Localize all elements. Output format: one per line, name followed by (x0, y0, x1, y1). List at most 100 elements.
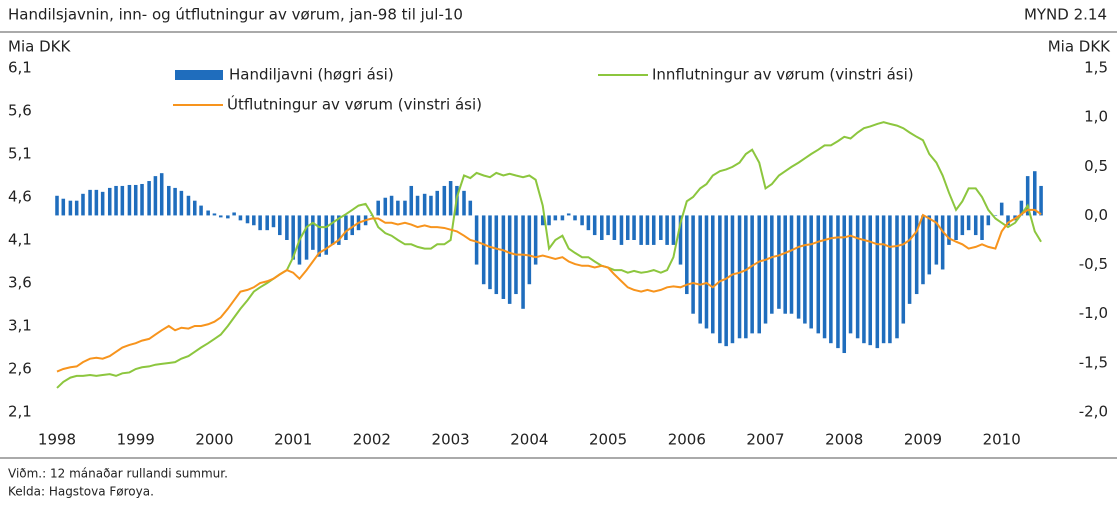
bar (285, 215, 289, 240)
bar (960, 215, 965, 236)
bar (724, 215, 728, 347)
bar (954, 215, 958, 240)
bar (993, 215, 998, 216)
bar (350, 215, 354, 236)
bar (1025, 176, 1030, 216)
y-tick-label: 2,6 (8, 360, 32, 378)
y2-tick-label: 1,5 (1084, 59, 1108, 77)
bar (875, 215, 880, 349)
bar (625, 215, 630, 240)
bar (777, 215, 781, 309)
bar (744, 215, 748, 339)
line-series (56, 208, 1042, 373)
bar (481, 215, 486, 285)
bar (685, 215, 689, 295)
bar (836, 215, 840, 349)
bar (632, 215, 636, 240)
bar (816, 215, 821, 334)
line-series (56, 121, 1042, 389)
bar (1039, 185, 1043, 216)
bar (757, 215, 761, 334)
bar (665, 215, 669, 245)
bar (521, 215, 525, 309)
y-axis-label: Mia DKK (8, 38, 71, 56)
bar (304, 215, 309, 260)
bar (829, 215, 833, 344)
bar (763, 215, 768, 324)
x-tick-label: 1998 (38, 431, 76, 449)
bar (265, 215, 269, 231)
bar (966, 215, 971, 231)
bar (462, 190, 466, 216)
bar (698, 215, 702, 324)
bar (639, 215, 643, 245)
bar (159, 173, 164, 216)
x-tick-label: 1999 (117, 431, 155, 449)
bar (330, 215, 335, 245)
x-tick-label: 2004 (510, 431, 548, 449)
y-tick-label: 3,1 (8, 317, 32, 335)
bar (278, 215, 282, 236)
y-tick-label: 4,6 (8, 188, 32, 206)
bar (533, 215, 538, 265)
bar (718, 215, 722, 344)
bar (888, 215, 892, 344)
bar (206, 210, 210, 216)
bar (527, 215, 532, 285)
bar (167, 185, 171, 216)
x-tick-label: 2010 (983, 431, 1021, 449)
bar (442, 185, 447, 216)
bar (553, 215, 558, 221)
x-tick-label: 2002 (353, 431, 391, 449)
bar (586, 215, 591, 231)
bar (592, 215, 597, 236)
bar (415, 195, 420, 216)
x-tick-label: 2001 (274, 431, 312, 449)
bar (383, 197, 388, 216)
bar (895, 215, 899, 339)
bar (252, 215, 256, 226)
bar (940, 215, 945, 270)
bar (606, 215, 610, 236)
bar (848, 215, 853, 334)
bar (212, 213, 217, 216)
y2-axis-label: Mia DKK (1048, 38, 1111, 56)
bar (651, 215, 656, 245)
y-tick-label: 6,1 (8, 59, 32, 77)
bar (868, 215, 873, 346)
bar (311, 215, 315, 250)
bar (691, 215, 695, 314)
bar (973, 215, 978, 236)
y-tick-label: 4,1 (8, 231, 32, 249)
bar (980, 215, 984, 240)
y2-tick-label: -0,5 (1079, 255, 1108, 273)
y2-tick-label: 0,5 (1084, 157, 1108, 175)
bar (179, 190, 184, 216)
x-tick-label: 2003 (432, 431, 470, 449)
bar (730, 215, 735, 344)
bar (74, 200, 79, 216)
bar (540, 215, 545, 226)
x-tick-label: 2008 (825, 431, 863, 449)
bar (114, 185, 118, 216)
bar (573, 215, 577, 221)
x-tick-label: 2006 (668, 431, 706, 449)
bar (783, 215, 787, 314)
bar (914, 215, 919, 295)
y2-tick-label: 1,0 (1084, 108, 1108, 126)
bar (218, 215, 223, 218)
bar (927, 215, 932, 275)
bar (803, 215, 807, 324)
bar (324, 215, 329, 255)
bar (809, 215, 813, 329)
bar (580, 215, 584, 226)
y-tick-label: 5,1 (8, 145, 32, 163)
bar (258, 215, 262, 231)
legend-swatch (175, 70, 223, 80)
bar (822, 215, 827, 339)
bar (245, 215, 250, 224)
x-tick-label: 2007 (746, 431, 784, 449)
bar (507, 215, 512, 304)
bar (704, 215, 709, 329)
source: Kelda: Hagstova Føroya. (8, 485, 154, 499)
